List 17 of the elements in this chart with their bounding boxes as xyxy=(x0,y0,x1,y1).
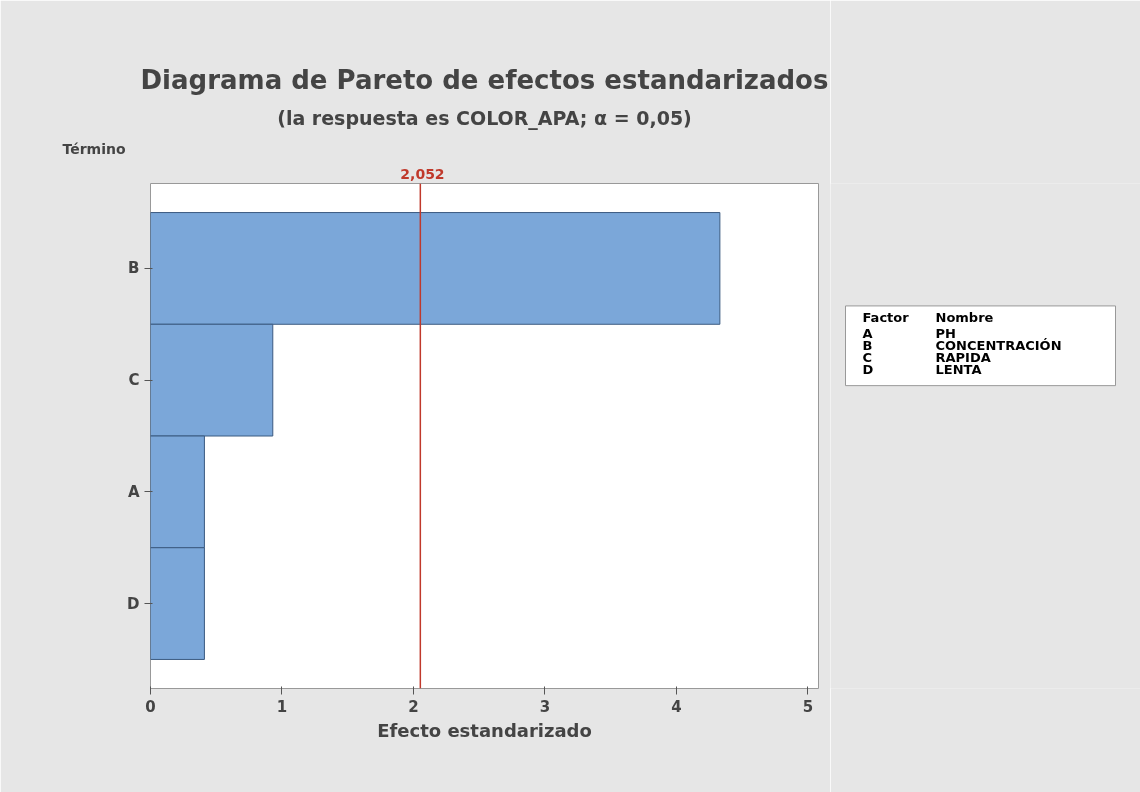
x-tick-label: 5 xyxy=(802,697,814,716)
x-tick-label: 4 xyxy=(671,697,682,716)
chart-title: Diagrama de Pareto de efectos estandarizados xyxy=(140,64,829,95)
x-tick-label: 2 xyxy=(408,697,419,716)
text: Factor xyxy=(862,309,910,325)
y-tick-label: D xyxy=(127,594,140,613)
x-axis-title: Efecto estandarizado xyxy=(377,719,592,741)
x-tick-label: 3 xyxy=(539,697,551,716)
text: Nombre xyxy=(935,309,994,325)
ref-line-label: 2,052 xyxy=(400,165,445,182)
x-tick-label: 1 xyxy=(276,697,288,716)
y-tick-label: A xyxy=(127,482,140,501)
chart-subtitle: (la respuesta es COLOR_APA; α = 0,05) xyxy=(277,106,692,130)
y-tick-label: C xyxy=(128,371,140,390)
y-axis-title: Término xyxy=(62,140,126,157)
y-tick-label: B xyxy=(128,259,140,278)
x-tick-label: 0 xyxy=(145,697,156,716)
